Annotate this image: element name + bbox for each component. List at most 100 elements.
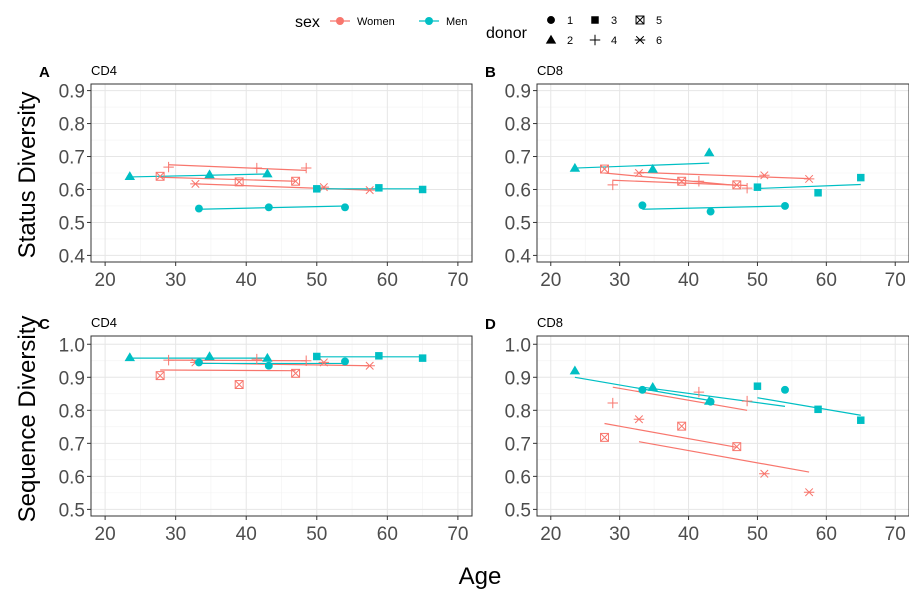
fit-line-women-donor-6 [638, 441, 810, 473]
legend-donor-boxed-x-icon [635, 15, 645, 25]
x-tick-label: 70 [447, 524, 468, 545]
data-point-women-donor-4 [693, 176, 705, 187]
panel-border [536, 335, 909, 517]
legend-donor-square-icon [591, 16, 599, 24]
y-tick-label: 0.6 [59, 180, 85, 201]
data-point-men-donor-3 [313, 185, 321, 193]
panel-c: 20 30 40 50 60 70 0.5 0.6 0.7 0.8 0.9 1.0 C CD4 [39, 315, 473, 545]
panel-tag: C [39, 316, 50, 333]
y-tick-label: 0.7 [59, 434, 85, 455]
data-point-women-donor-4 [163, 161, 174, 173]
y-tick-label: 0.8 [59, 401, 85, 422]
y-tick-label: 0.5 [59, 500, 85, 521]
legend-donor-label: 6 [656, 35, 662, 47]
data-point-men-donor-1 [194, 204, 203, 213]
data-point-men-donor-2 [204, 351, 215, 361]
fit-line-men-donor-3 [757, 397, 861, 416]
panel-border [90, 83, 473, 263]
x-tick-label: 70 [885, 524, 906, 545]
data-point-men-donor-3 [418, 185, 427, 194]
x-tick-label: 40 [236, 270, 257, 291]
legend-sex-key-men [419, 17, 439, 25]
data-point-men-donor-3 [375, 352, 383, 360]
data-point-women-donor-4 [693, 386, 705, 398]
data-point-women-donor-5 [291, 368, 301, 378]
panel-border [90, 335, 473, 517]
data-point-men-donor-3 [814, 405, 822, 414]
data-point-women-donor-6 [759, 171, 770, 180]
y-tick-label: 0.5 [505, 213, 531, 234]
data-point-women-donor-4 [251, 162, 263, 174]
y-tick-label: 0.8 [59, 115, 85, 136]
legend-donor-title: donor [486, 25, 528, 42]
x-tick-label: 40 [678, 270, 699, 291]
x-tick-label: 60 [377, 524, 398, 545]
panel-tag: B [485, 64, 496, 81]
legend-donor-plus-icon [589, 34, 601, 46]
data-point-women-donor-5 [600, 164, 609, 174]
x-tick-label: 60 [377, 270, 398, 291]
legend-donor-label: 1 [567, 15, 573, 27]
data-point-women-donor-6 [759, 469, 770, 478]
data-point-women-donor-6 [803, 488, 815, 497]
legend: sex Women Men donor 1 2 3 4 5 6 [295, 14, 662, 47]
legend-donor-label: 5 [656, 15, 662, 27]
data-point-men-donor-2 [647, 381, 658, 391]
data-point-men-donor-1 [638, 385, 647, 394]
y-tick-label: 0.5 [59, 213, 85, 234]
legend-sex-label: Men [446, 16, 467, 28]
x-tick-label: 50 [747, 270, 768, 291]
data-point-men-donor-2 [262, 168, 273, 178]
legend-donor-asterisk-icon [634, 35, 646, 45]
x-tick-label: 50 [306, 524, 327, 545]
fit-line-women-donor-4 [612, 386, 748, 411]
panel-title: CD8 [537, 315, 563, 330]
data-point-women-donor-5 [155, 171, 165, 181]
y-tick-label: 0.9 [59, 82, 85, 103]
y-tick-label: 0.9 [59, 368, 85, 389]
x-tick-label: 20 [95, 270, 116, 291]
data-point-men-donor-3 [857, 173, 865, 182]
data-point-women-donor-6 [364, 361, 375, 370]
panel-tag: A [39, 64, 50, 81]
data-point-men-donor-3 [857, 416, 865, 424]
legend-sex-key-women [330, 17, 350, 25]
data-point-women-donor-6 [633, 168, 645, 178]
data-point-men-donor-3 [814, 189, 822, 197]
fit-line-women-donor-5 [160, 369, 296, 372]
data-point-men-donor-1 [264, 361, 273, 370]
data-point-men-donor-3 [313, 352, 321, 361]
data-point-women-donor-4 [300, 162, 312, 174]
x-tick-label: 20 [540, 524, 561, 545]
panel-a: 20 30 40 50 60 70 0.4 0.5 0.6 0.7 0.8 0.9 A CD4 [39, 63, 473, 291]
data-point-men-donor-1 [638, 201, 647, 210]
y-tick-label: 0.7 [505, 434, 531, 455]
x-tick-label: 50 [306, 270, 327, 291]
data-point-women-donor-5 [291, 176, 301, 186]
data-point-men-donor-1 [781, 385, 789, 394]
fit-line-men-donor-2 [129, 173, 268, 178]
y-tick-label: 0.6 [59, 467, 85, 488]
legend-sex-label: Women [357, 16, 395, 28]
data-point-women-donor-6 [190, 179, 201, 188]
row-label-sequence-diversity: Sequence Diversity [14, 316, 41, 523]
x-tick-label: 30 [165, 524, 186, 545]
x-tick-label: 60 [816, 270, 837, 291]
data-point-men-donor-2 [703, 147, 715, 157]
data-point-women-donor-4 [300, 355, 312, 366]
legend-donor-label: 4 [611, 35, 617, 47]
data-point-men-donor-3 [375, 184, 383, 192]
data-point-women-donor-6 [803, 174, 815, 184]
fit-line-men-donor-1 [642, 205, 786, 210]
y-tick-label: 0.4 [505, 246, 532, 267]
fit-line-men-donor-3 [757, 183, 861, 190]
fit-line-men-donor-2 [574, 162, 710, 169]
data-point-men-donor-2 [569, 162, 581, 172]
data-point-men-donor-1 [706, 397, 715, 406]
x-tick-label: 70 [447, 270, 468, 291]
y-tick-label: 0.8 [505, 401, 531, 422]
data-point-women-donor-5 [234, 380, 244, 390]
x-tick-label: 20 [95, 524, 116, 545]
fit-line-women-donor-5 [604, 172, 737, 187]
